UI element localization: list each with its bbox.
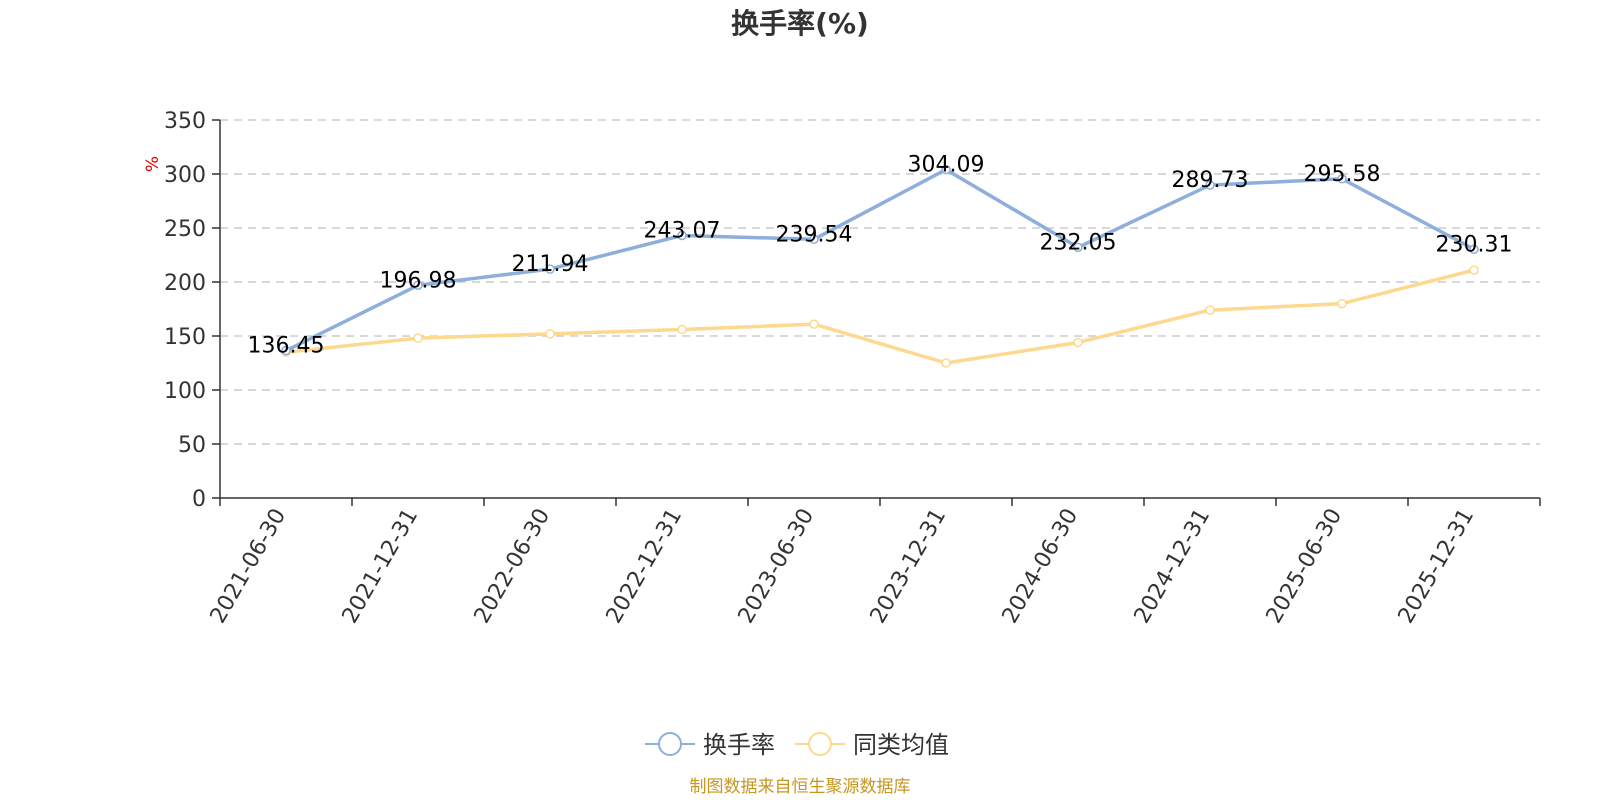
x-tick-label-2021-12-31: 2021-12-31 — [338, 505, 424, 628]
chart-title: 换手率(%) — [731, 7, 869, 40]
source-note: 制图数据来自恒生聚源数据库 — [690, 777, 911, 797]
series-1-point-2 — [545, 329, 555, 339]
series-0-point-8 — [1337, 174, 1347, 184]
series-1-point-8 — [1337, 298, 1347, 309]
series-group — [281, 164, 1479, 368]
y-tick-label-200: 200 — [164, 271, 206, 296]
series-0-point-1 — [413, 280, 423, 291]
x-tick-label-2024-06-30: 2024-06-30 — [998, 505, 1084, 628]
x-tick-label-2025-12-31: 2025-12-31 — [1394, 505, 1480, 628]
x-tick-label-2021-06-30: 2021-06-30 — [206, 505, 292, 628]
legend-item-1[interactable]: 同类均值 — [795, 731, 949, 759]
series-line-1 — [285, 268, 1475, 365]
data-label-4: 239.54 — [776, 222, 853, 247]
data-label-7: 289.73 — [1172, 168, 1249, 193]
y-tick-label-150: 150 — [164, 325, 206, 350]
data-label-6: 232.05 — [1040, 230, 1117, 255]
x-tick-label-2022-06-30: 2022-06-30 — [470, 505, 556, 628]
data-label-3: 243.07 — [644, 218, 721, 243]
x-tick-label-2022-12-31: 2022-12-31 — [602, 505, 688, 628]
y-tick-label-300: 300 — [164, 163, 206, 188]
legend-item-0[interactable]: 换手率 — [645, 731, 775, 759]
series-line-0 — [285, 167, 1475, 353]
x-tick-label-2024-12-31: 2024-12-31 — [1130, 505, 1216, 628]
y-tick-label-250: 250 — [164, 217, 206, 242]
series-0-point-3 — [677, 230, 687, 241]
data-label-2: 211.94 — [512, 252, 589, 277]
series-1-point-3 — [677, 324, 687, 335]
y-tick-label-350: 350 — [164, 109, 206, 134]
data-label-9: 230.31 — [1436, 232, 1513, 257]
legend-label-1: 同类均值 — [853, 731, 949, 759]
data-label-8: 295.58 — [1304, 162, 1381, 187]
legend-label-0: 换手率 — [703, 731, 775, 759]
series-0-point-4 — [809, 234, 819, 245]
legend-marker-1 — [808, 732, 832, 756]
series-1-point-7 — [1205, 305, 1215, 315]
series-1-point-5 — [941, 358, 951, 368]
data-label-5: 304.09 — [908, 153, 985, 178]
y-tick-label-50: 50 — [178, 433, 206, 458]
x-tick-label-2023-12-31: 2023-12-31 — [866, 505, 952, 628]
series-0-point-0 — [281, 345, 291, 356]
series-0-point-6 — [1073, 242, 1083, 253]
y-axis-unit-label: % — [143, 156, 163, 172]
series-1-point-1 — [413, 333, 423, 343]
data-label-1: 196.98 — [380, 268, 457, 293]
series-0-point-7 — [1205, 180, 1215, 190]
axes: 0 50 100 150 200 250 300 350 2021-06-30 2021-12-3… — [164, 109, 1541, 628]
y-tick-label-100: 100 — [164, 379, 206, 404]
series-0-point-5 — [941, 164, 951, 175]
series-1-point-4 — [809, 319, 819, 329]
legend-marker-0 — [658, 732, 682, 756]
data-labels: 136.45 196.98 211.94 243.07 239.54 304.09 232.… — [248, 153, 1513, 359]
data-label-0: 136.45 — [248, 334, 325, 359]
series-1-point-9 — [1469, 265, 1479, 275]
y-tick-label-0: 0 — [192, 487, 206, 512]
series-0-point-9 — [1469, 244, 1479, 255]
x-tick-label-2025-06-30: 2025-06-30 — [1262, 505, 1348, 628]
x-tick-label-2023-06-30: 2023-06-30 — [734, 505, 820, 628]
series-1-point-6 — [1073, 337, 1083, 348]
legend[interactable]: 换手率 同类均值 — [645, 731, 949, 759]
gridlines — [220, 119, 1540, 445]
series-0-point-2 — [545, 264, 555, 274]
